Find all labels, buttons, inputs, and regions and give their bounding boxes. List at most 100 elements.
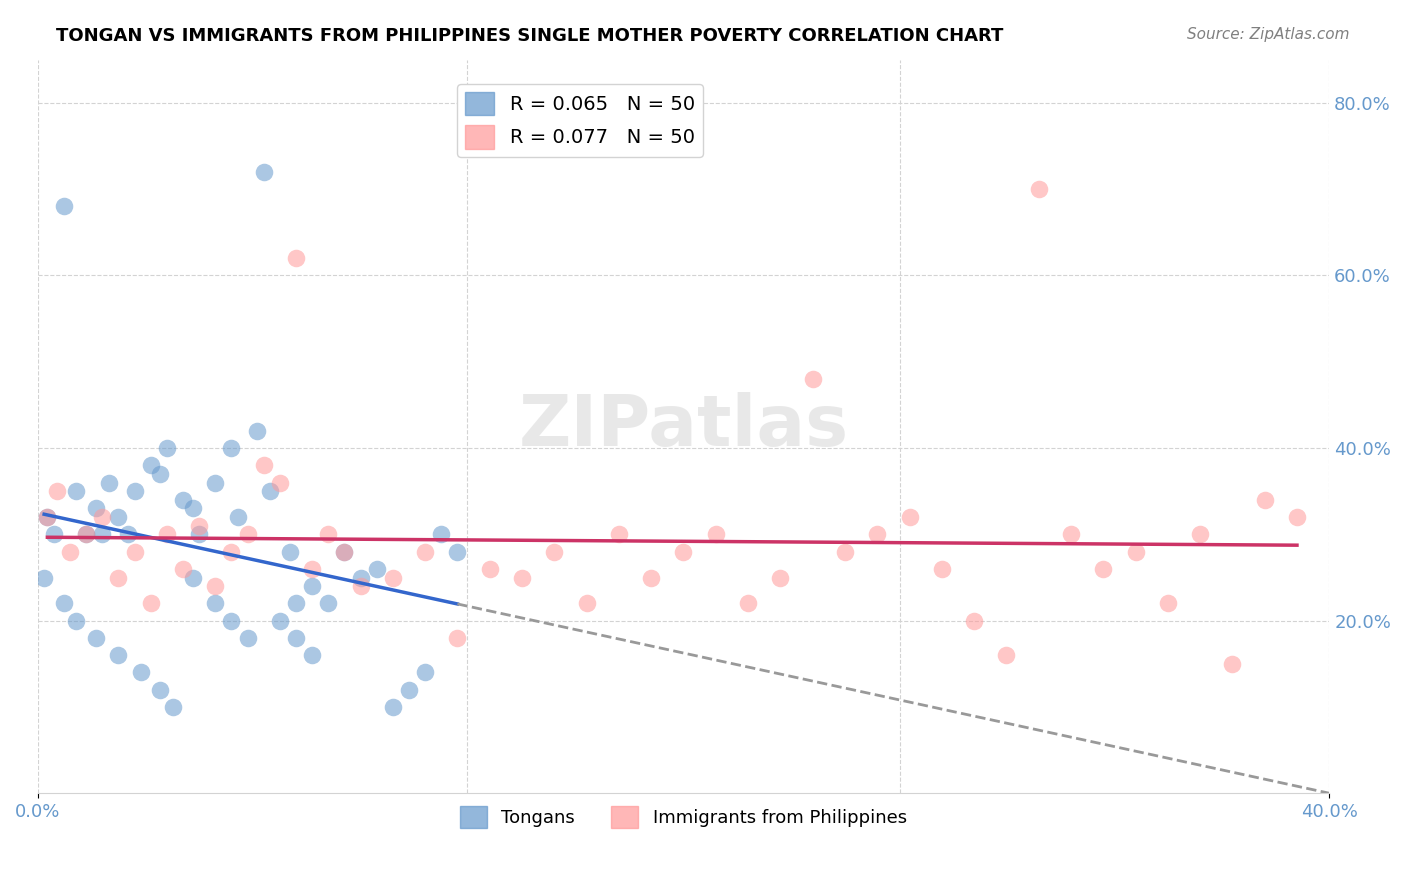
Point (1189, 527, 1212, 541)
Point (640, 570, 662, 584)
Point (52, 596, 75, 610)
Point (737, 596, 759, 610)
Point (124, 484, 146, 499)
Point (413, 544, 436, 558)
Text: Source: ZipAtlas.com: Source: ZipAtlas.com (1187, 27, 1350, 42)
Point (1125, 544, 1147, 558)
Point (156, 441, 179, 455)
Point (37, 510, 59, 524)
Point (285, 596, 308, 610)
Point (221, 544, 243, 558)
Point (65, 484, 87, 499)
Point (32, 570, 55, 584)
Text: ZIPatlas: ZIPatlas (519, 392, 849, 461)
Point (246, 424, 269, 438)
Point (1253, 492, 1275, 507)
Point (139, 596, 162, 610)
Point (37, 510, 59, 524)
Point (1092, 562, 1115, 576)
Point (204, 596, 226, 610)
Point (543, 544, 565, 558)
Point (349, 579, 371, 593)
Point (172, 562, 194, 576)
Point (181, 570, 204, 584)
Point (84, 501, 107, 516)
Point (704, 527, 727, 541)
Point (995, 648, 1018, 663)
Point (59, 544, 82, 558)
Point (1222, 657, 1244, 671)
Point (349, 570, 371, 584)
Point (188, 527, 211, 541)
Point (285, 251, 308, 265)
Point (446, 544, 468, 558)
Point (124, 544, 146, 558)
Point (91, 527, 114, 541)
Point (221, 614, 243, 628)
Point (129, 665, 152, 680)
Point (42, 527, 65, 541)
Point (278, 544, 301, 558)
Point (149, 467, 172, 481)
Point (963, 614, 986, 628)
Point (65, 614, 87, 628)
Point (866, 527, 889, 541)
Point (97, 475, 120, 490)
Point (204, 579, 226, 593)
Point (413, 665, 436, 680)
Legend: Tongans, Immigrants from Philippines: Tongans, Immigrants from Philippines (453, 799, 914, 836)
Point (181, 501, 204, 516)
Point (430, 527, 453, 541)
Point (285, 631, 308, 645)
Point (316, 596, 339, 610)
Point (253, 165, 276, 179)
Point (52, 199, 75, 213)
Point (301, 562, 323, 576)
Point (117, 527, 139, 541)
Point (333, 544, 356, 558)
Point (107, 648, 129, 663)
Point (366, 562, 388, 576)
Point (898, 510, 921, 524)
Point (107, 510, 129, 524)
Point (801, 372, 824, 386)
Point (139, 458, 162, 473)
Point (834, 544, 856, 558)
Point (931, 562, 953, 576)
Point (162, 700, 184, 714)
Point (221, 441, 243, 455)
Point (301, 648, 323, 663)
Point (1060, 527, 1083, 541)
Point (75, 527, 97, 541)
Point (46, 484, 69, 499)
Point (149, 682, 172, 697)
Point (188, 518, 211, 533)
Point (1157, 596, 1180, 610)
Text: TONGAN VS IMMIGRANTS FROM PHILIPPINES SINGLE MOTHER POVERTY CORRELATION CHART: TONGAN VS IMMIGRANTS FROM PHILIPPINES SI… (56, 27, 1004, 45)
Point (156, 527, 179, 541)
Point (75, 527, 97, 541)
Point (269, 475, 291, 490)
Point (1028, 182, 1050, 196)
Point (226, 510, 249, 524)
Point (769, 570, 792, 584)
Point (575, 596, 598, 610)
Point (84, 631, 107, 645)
Point (607, 527, 630, 541)
Point (236, 631, 259, 645)
Point (259, 484, 281, 499)
Point (301, 579, 323, 593)
Point (253, 458, 276, 473)
Point (236, 527, 259, 541)
Point (478, 562, 501, 576)
Point (381, 700, 404, 714)
Point (269, 614, 291, 628)
Point (204, 475, 226, 490)
Point (398, 682, 420, 697)
Point (446, 631, 468, 645)
Point (510, 570, 533, 584)
Point (107, 570, 129, 584)
Point (1285, 510, 1308, 524)
Point (333, 544, 356, 558)
Point (381, 570, 404, 584)
